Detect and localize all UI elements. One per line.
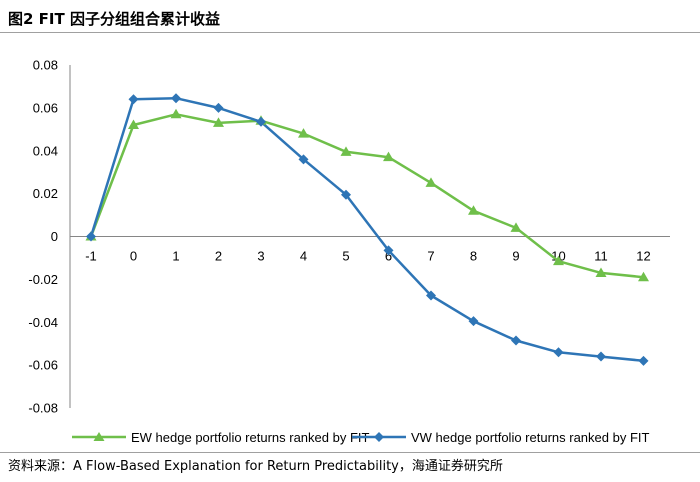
ew-data-point-marker: [170, 108, 182, 119]
legend-vw-diamond-marker: [374, 432, 384, 442]
x-tick-label: 4: [300, 249, 307, 264]
series-line-ew: [89, 113, 644, 279]
vw-data-point-marker: [638, 355, 649, 366]
vw-data-point-marker: [553, 347, 564, 358]
chart-legend: EW hedge portfolio returns ranked by FIT…: [72, 430, 650, 445]
vw-data-point-marker: [341, 189, 351, 200]
source-text: A Flow-Based Explanation for Return Pred…: [73, 459, 399, 474]
vw-data-point-marker: [128, 94, 139, 105]
vw-data-point-marker: [468, 316, 479, 327]
x-tick-label: 11: [594, 249, 608, 264]
ew-data-point-marker: [468, 205, 479, 215]
x-tick-label: 1: [172, 249, 179, 264]
ew-data-point-marker: [213, 117, 224, 127]
vw-data-point-marker: [596, 351, 606, 362]
ew-data-point-marker: [340, 146, 352, 156]
y-tick-label: 0.06: [33, 100, 58, 115]
x-tick-label: 12: [636, 249, 650, 264]
y-tick-label: 0.02: [33, 186, 58, 201]
vw-data-point-marker: [256, 116, 266, 127]
x-axis-tick-labels: -10123456789101112: [85, 249, 651, 264]
legend-ew-label: EW hedge portfolio returns ranked by FIT: [131, 430, 370, 445]
y-tick-label: -0.04: [28, 315, 58, 330]
x-tick-label: 5: [342, 249, 349, 264]
ew-data-point-marker: [298, 128, 309, 138]
vw-data-point-marker: [511, 335, 521, 346]
ew-data-point-marker: [383, 151, 394, 162]
y-tick-label: 0: [51, 229, 58, 244]
x-tick-label: 2: [215, 249, 222, 264]
ew-data-point-marker: [553, 255, 564, 266]
y-tick-label: -0.06: [28, 358, 58, 373]
source-divider: [0, 452, 700, 453]
legend-vw-label: VW hedge portfolio returns ranked by FIT: [411, 430, 650, 445]
figure-title: 图2 FIT 因子分组组合累计收益: [8, 10, 220, 28]
y-tick-label: -0.08: [28, 401, 58, 416]
vw-data-point-marker: [213, 102, 224, 113]
y-axis-tick-labels: 0.08 0.06 0.04 0.02 0 -0.02 -0.04 -0.06 -0.08: [28, 58, 58, 416]
vw-data-point-marker: [426, 290, 436, 301]
line-chart: 0.08 0.06 0.04 0.02 0 -0.02 -0.04 -0.06 -0.08 -1…: [28, 58, 670, 445]
series-line-vw: [89, 96, 644, 363]
series-lines: [89, 96, 644, 363]
series-markers: [85, 93, 649, 366]
y-tick-label: 0.08: [33, 58, 58, 73]
x-tick-label: -1: [85, 249, 97, 264]
x-tick-label: 0: [130, 249, 137, 264]
vw-data-point-marker: [383, 245, 394, 256]
x-tick-label: 3: [257, 249, 264, 264]
source-prefix: 资料来源：: [8, 459, 74, 474]
vw-data-point-marker: [298, 154, 309, 165]
y-tick-label: 0.04: [33, 143, 58, 158]
chart-axes: [69, 65, 670, 408]
ew-data-point-marker: [638, 271, 649, 282]
y-tick-label: -0.02: [28, 272, 58, 287]
source-note: 资料来源：A Flow-Based Explanation for Return…: [8, 456, 503, 478]
x-tick-label: 8: [470, 249, 477, 264]
x-tick-label: 9: [512, 249, 519, 264]
x-tick-label: 6: [385, 249, 392, 264]
vw-data-point-marker: [171, 93, 181, 104]
source-suffix: ，海通证券研究所: [398, 459, 503, 474]
ew-data-point-marker: [595, 267, 607, 277]
legend-item-ew: EW hedge portfolio returns ranked by FIT: [72, 430, 370, 445]
ew-data-point-marker: [425, 177, 437, 187]
legend-item-vw: VW hedge portfolio returns ranked by FIT: [352, 430, 650, 445]
ew-data-point-marker: [510, 222, 522, 232]
title-divider: [0, 32, 700, 33]
legend-ew-triangle-marker: [93, 432, 105, 441]
ew-data-point-marker: [128, 119, 139, 130]
x-tick-label: 7: [427, 249, 434, 264]
vw-data-point-marker: [86, 231, 96, 242]
